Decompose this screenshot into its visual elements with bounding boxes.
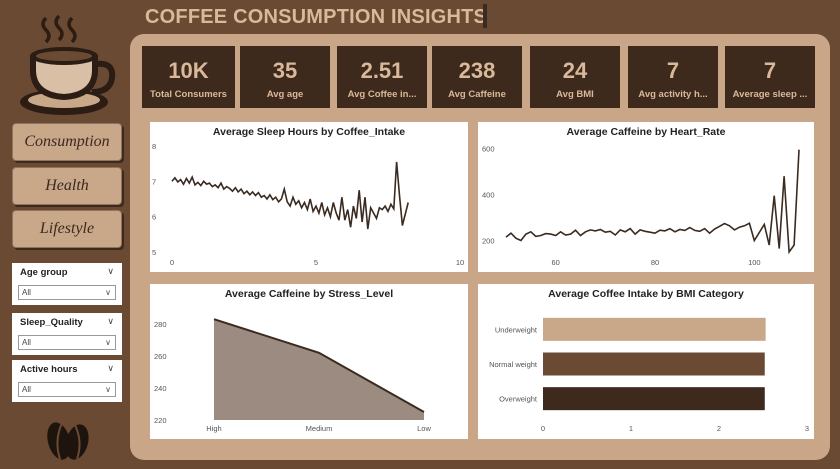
bmi-bar [543,387,765,411]
kpi-card-total-consumers: 10K Total Consumers [142,46,235,108]
coffee-by-bmi-plot: Underweight Normal weight Overweight 0 1 2 3 [489,317,809,433]
kpi-label: Avg BMI [556,89,594,100]
x-tick-label: 100 [748,258,761,267]
kpi-value: 2.51 [360,58,404,83]
sleep-quality-dropdown[interactable]: All ∨ [18,335,116,350]
y-tick-label: 600 [482,145,495,154]
kpi-label: Avg Coffee in... [347,89,417,100]
chart-title: Average Caffeine by Heart_Rate [566,126,726,138]
slicer-label: Sleep_Quality [20,317,83,328]
kpi-card-avg-activity: 7 Avg activity h... [628,46,718,108]
coffee-cup-icon [20,14,116,115]
coffee-by-bmi-chart: Average Coffee Intake by BMI Category Un… [478,284,814,439]
nav-consumption-button[interactable]: Consumption [12,123,122,161]
x-tick-label: 3 [805,424,809,433]
x-tick-label: Low [417,424,431,433]
active-hours-slicer: Active hours ∨ All ∨ [12,360,122,402]
caffeine-by-stress-plot: 220 240 260 280 High Medium Low [154,318,431,433]
kpi-card-avg-bmi: 24 Avg BMI [530,46,620,108]
sleep-quality-slicer: Sleep_Quality ∨ All ∨ [12,313,122,355]
text-cursor [483,4,487,28]
caffeine-by-stress-chart: Average Caffeine by Stress_Level 220 240 2… [150,284,468,439]
x-tick-label: 10 [456,258,464,267]
kpi-value: 10K [168,58,209,83]
y-tick-label: Underweight [495,325,538,334]
chart-title: Average Coffee Intake by BMI Category [548,288,744,300]
kpi-card-avg-age: 35 Avg age [240,46,330,108]
chart-title: Average Sleep Hours by Coffee_Intake [212,126,406,138]
y-tick-label: Normal weight [489,360,538,369]
chevron-down-icon[interactable]: ∨ [107,316,114,326]
x-tick-label: 80 [651,258,659,267]
sleep-series-line [171,161,409,230]
nav-health-button[interactable]: Health [12,167,122,205]
y-tick-label: 8 [152,142,156,151]
caffeine-by-heart-rate-plot: 200 400 600 60 80 100 [482,145,800,267]
kpi-card-avg-sleep: 7 Average sleep ... [725,46,815,108]
sleep-by-coffee-plot: 5 6 7 8 0 5 10 [152,142,464,267]
bmi-bar [543,317,766,341]
slicer-label: Active hours [20,364,78,375]
page-title: COFFEE CONSUMPTION INSIGHTS [145,6,488,28]
y-tick-label: 400 [482,191,495,200]
x-tick-label: 0 [541,424,545,433]
chevron-down-icon: ∨ [105,385,111,394]
y-tick-label: 280 [154,320,167,329]
nav-lifestyle-button[interactable]: Lifestyle [12,210,122,248]
x-tick-label: 0 [170,258,174,267]
kpi-value: 238 [458,58,496,83]
bmi-bar [543,352,765,376]
x-tick-label: 60 [551,258,559,267]
x-tick-label: 1 [629,424,633,433]
y-tick-label: 220 [154,416,167,425]
kpi-label: Avg activity h... [638,89,708,100]
dropdown-value: All [22,288,31,297]
y-tick-label: 260 [154,352,167,361]
kpi-label: Avg Caffeine [448,89,506,100]
kpi-value: 7 [666,58,680,83]
dropdown-value: All [22,385,31,394]
caffeine-series-line [505,149,800,255]
kpi-label: Total Consumers [150,89,227,100]
stress-series-line [213,318,425,413]
y-tick-label: Overweight [499,395,538,404]
kpi-card-avg-coffee: 2.51 Avg Coffee in... [337,46,427,108]
kpi-value: 7 [763,58,777,83]
active-hours-dropdown[interactable]: All ∨ [18,382,116,397]
slicer-label: Age group [20,267,68,278]
chevron-down-icon: ∨ [105,338,111,347]
kpi-value: 35 [272,58,298,83]
caffeine-by-heart-rate-chart: Average Caffeine by Heart_Rate 200 400 600… [478,122,814,272]
y-tick-label: 240 [154,384,167,393]
stress-area-fill [214,319,424,420]
kpi-label: Average sleep ... [732,89,808,100]
x-tick-label: 5 [314,258,318,267]
x-tick-label: 2 [717,424,721,433]
chevron-down-icon[interactable]: ∨ [107,363,114,373]
kpi-label: Avg age [266,89,304,100]
y-tick-label: 7 [152,177,156,186]
x-tick-label: High [206,424,221,433]
age-group-slicer: Age group ∨ All ∨ [12,263,122,305]
sleep-by-coffee-chart: Average Sleep Hours by Coffee_Intake 5 6 7… [150,122,468,272]
chart-title: Average Caffeine by Stress_Level [224,288,394,300]
kpi-card-avg-caffeine: 238 Avg Caffeine [432,46,522,108]
y-tick-label: 6 [152,213,156,222]
coffee-beans-icon [47,422,89,460]
y-tick-label: 5 [152,248,156,257]
chevron-down-icon: ∨ [105,288,111,297]
dropdown-value: All [22,338,31,347]
kpi-value: 24 [562,58,588,83]
x-tick-label: Medium [306,424,333,433]
age-group-dropdown[interactable]: All ∨ [18,285,116,300]
chevron-down-icon[interactable]: ∨ [107,266,114,276]
y-tick-label: 200 [482,237,495,246]
